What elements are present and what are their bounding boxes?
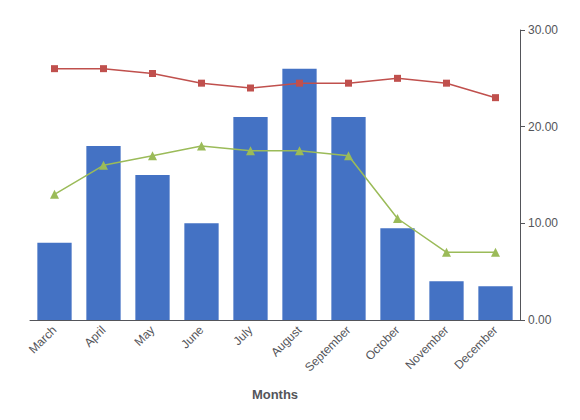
svg-text:Months: Months	[252, 387, 298, 402]
svg-text:May: May	[132, 323, 158, 349]
svg-text:July: July	[230, 323, 255, 348]
svg-text:December: December	[451, 323, 500, 372]
svg-text:April: April	[82, 323, 109, 350]
svg-text:0.00: 0.00	[528, 313, 552, 327]
svg-text:March: March	[26, 323, 59, 356]
svg-text:November: November	[402, 323, 451, 372]
svg-text:20.00: 20.00	[528, 120, 558, 134]
svg-text:30.00: 30.00	[528, 23, 558, 37]
svg-text:June: June	[178, 323, 207, 352]
svg-text:10.00: 10.00	[528, 216, 558, 230]
svg-text:September: September	[302, 323, 353, 374]
svg-text:October: October	[362, 323, 402, 363]
svg-text:August: August	[268, 323, 305, 360]
